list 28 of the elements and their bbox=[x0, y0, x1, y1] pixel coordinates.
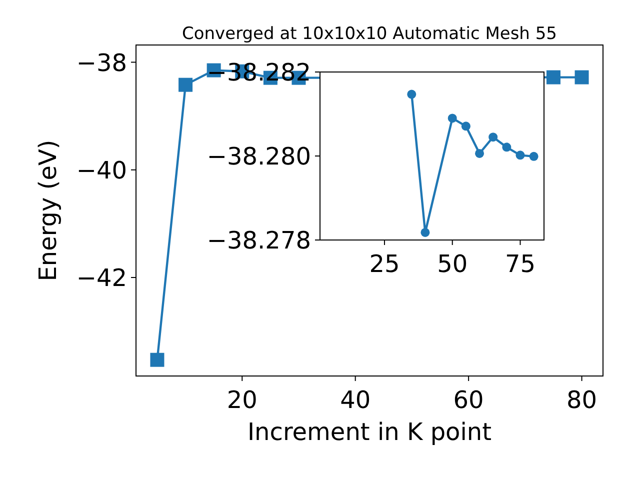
point bbox=[448, 114, 457, 123]
point bbox=[502, 142, 512, 152]
x-tick-label: 75 bbox=[504, 250, 536, 278]
y-tick-label: −40 bbox=[76, 156, 127, 185]
point bbox=[488, 132, 498, 142]
x-tick-label: 40 bbox=[340, 386, 371, 414]
point bbox=[407, 90, 416, 99]
x-axis-title: Increment in K point bbox=[247, 418, 492, 446]
y-tick-label: −38.278 bbox=[206, 226, 311, 255]
point bbox=[546, 70, 560, 84]
point bbox=[420, 228, 430, 237]
y-axis-title: Energy (eV) bbox=[34, 140, 62, 282]
point bbox=[178, 78, 193, 92]
y-tick-label: −38.280 bbox=[206, 142, 311, 171]
point bbox=[574, 70, 589, 84]
x-tick-label: 20 bbox=[226, 386, 258, 414]
x-tick-label: 50 bbox=[437, 250, 468, 278]
point bbox=[461, 122, 470, 131]
x-tick-label: 25 bbox=[369, 250, 400, 278]
x-tick-label: 60 bbox=[453, 386, 484, 414]
x-tick-label: 80 bbox=[566, 386, 598, 414]
point bbox=[475, 148, 484, 158]
point bbox=[529, 152, 538, 161]
y-tick-label: −42 bbox=[76, 264, 127, 292]
point bbox=[516, 150, 525, 160]
y-tick-label: −38 bbox=[76, 48, 127, 77]
chart-title: Converged at 10x10x10 Automatic Mesh 55 bbox=[182, 24, 557, 44]
point bbox=[150, 352, 164, 367]
